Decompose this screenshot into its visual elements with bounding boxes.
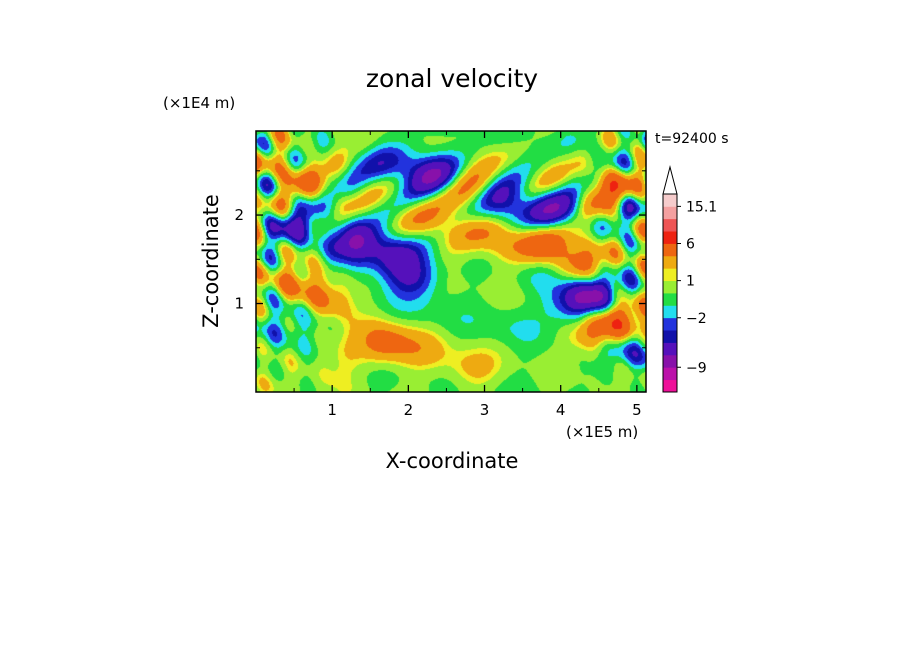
colorbar: 15.1 6 1 −2 −9	[662, 165, 717, 393]
colorbar-label: 6	[686, 237, 695, 253]
colorbar-extend-arrow	[662, 165, 678, 195]
colorbar-swatch	[663, 268, 677, 282]
colorbar-swatch	[663, 354, 677, 368]
y-tick-label: 2	[234, 206, 244, 224]
colorbar-swatch	[663, 342, 677, 356]
contour-field	[256, 131, 646, 392]
x-axis: 1 2 3 4 5	[293, 131, 642, 419]
colorbar-label: 1	[686, 274, 695, 290]
colorbar-swatch	[663, 280, 677, 294]
time-label: t=92400 s	[655, 131, 729, 147]
x-tick-label: 2	[404, 401, 414, 419]
y-axis: 12	[234, 170, 646, 349]
y-unit-label: (×1E4 m)	[163, 94, 235, 112]
x-tick-label: 1	[327, 401, 337, 419]
colorbar-swatch	[663, 255, 677, 269]
y-tick-label: 1	[234, 295, 244, 313]
colorbar-swatch	[663, 305, 677, 319]
colorbar-swatch	[663, 379, 677, 393]
colorbar-swatch	[663, 317, 677, 331]
plot-frame	[255, 130, 647, 393]
colorbar-swatch	[663, 206, 677, 220]
x-tick-label: 5	[632, 401, 642, 419]
colorbar-swatch	[663, 231, 677, 244]
x-axis-label: X-coordinate	[386, 449, 519, 473]
colorbar-swatch	[663, 330, 677, 343]
x-tick-label: 4	[556, 401, 566, 419]
x-tick-label: 3	[480, 401, 490, 419]
colorbar-label: −2	[686, 311, 707, 327]
colorbar-swatch	[663, 367, 677, 381]
colorbar-label: 15.1	[686, 199, 717, 215]
colorbar-swatch	[663, 218, 677, 232]
colorbar-swatch	[663, 243, 677, 257]
x-unit-label: (×1E5 m)	[566, 423, 638, 441]
colorbar-label: −9	[686, 360, 707, 376]
colorbar-frame	[662, 193, 678, 393]
contour-image	[256, 131, 646, 392]
y-axis-label: Z-coordinate	[199, 194, 223, 328]
colorbar-swatch	[663, 293, 677, 306]
colorbar-swatch	[663, 194, 677, 207]
chart-title: zonal velocity	[366, 64, 538, 93]
